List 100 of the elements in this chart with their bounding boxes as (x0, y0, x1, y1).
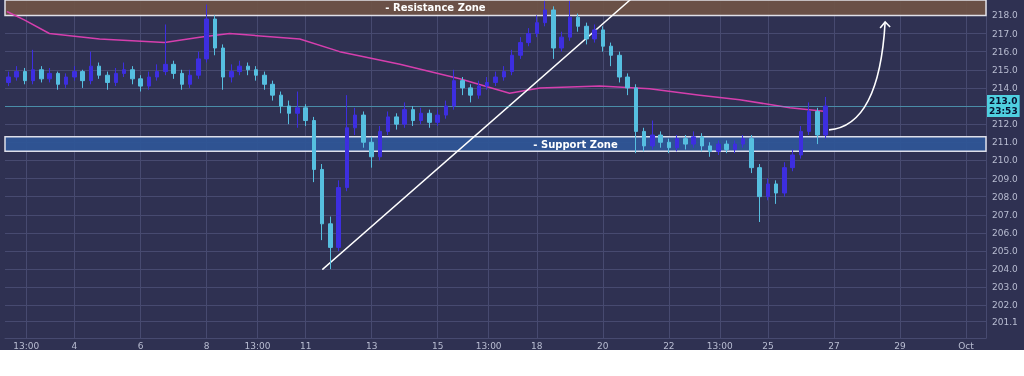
candlestick (807, 101, 811, 136)
x-tick-label: 13:00 (13, 340, 40, 351)
candlestick (609, 42, 613, 67)
candlestick (345, 94, 349, 192)
candlestick (460, 76, 465, 96)
candlestick (411, 105, 415, 127)
y-tick-label: 205.0 (992, 246, 1019, 257)
candlestick (188, 69, 192, 89)
candlestick (229, 63, 234, 83)
candlestick (237, 60, 242, 76)
candlestick (658, 130, 663, 149)
candlestick (733, 139, 737, 154)
candlestick (180, 69, 184, 91)
candlestick (56, 71, 60, 91)
candlestick (741, 134, 745, 149)
x-tick-label: 4 (71, 340, 78, 351)
candlestick (262, 71, 267, 91)
candlestick (485, 76, 489, 91)
candlestick (279, 91, 283, 114)
candlestick (799, 125, 803, 160)
candlestick (543, 0, 547, 27)
x-tick-label: 27 (828, 340, 840, 351)
candlestick (691, 130, 696, 149)
candlestick (163, 23, 168, 76)
candlestick (386, 110, 390, 136)
candlestick (246, 62, 250, 76)
candlestick (213, 14, 217, 56)
candlestick (64, 72, 68, 89)
candlestick (815, 107, 820, 145)
candlestick (683, 134, 688, 151)
candlestick (254, 65, 258, 82)
candlestick (774, 179, 778, 205)
candlestick (700, 132, 704, 152)
x-tick-label: 13 (365, 340, 378, 351)
x-tick-label: 18 (531, 340, 543, 351)
y-tick-label: 206.0 (992, 227, 1019, 238)
candlestick (204, 4, 209, 64)
candlestick (452, 69, 456, 111)
x-tick-label: 15 (431, 340, 444, 351)
candlestick (295, 91, 300, 129)
y-tick-label: 207.0 (992, 209, 1019, 220)
candlestick (155, 63, 159, 82)
candlestick (270, 80, 275, 102)
y-tick-label: 209.0 (992, 173, 1019, 184)
candlestick (526, 27, 531, 47)
candlestick (601, 25, 605, 53)
candlestick (584, 22, 589, 45)
x-tick-label: 13:00 (706, 340, 734, 351)
candlestick (444, 100, 448, 120)
candlestick (138, 74, 143, 93)
x-tick-label: 13:00 (244, 340, 271, 351)
candlestick (716, 139, 721, 156)
candlestick (634, 83, 638, 154)
candlestick (427, 109, 432, 129)
y-tick-label: 204.0 (992, 264, 1019, 275)
candlestick (196, 51, 201, 80)
candlestick (114, 67, 118, 87)
candlestick (89, 51, 93, 85)
candlestick (394, 112, 399, 131)
candlestick (303, 103, 308, 127)
candlestick (320, 163, 324, 241)
candlestick (766, 178, 770, 201)
candlestick (617, 51, 622, 83)
candlestick (80, 69, 85, 89)
band-label: - Resistance Zone (385, 2, 486, 14)
candlestick (378, 125, 382, 161)
y-tick-label: 202.0 (992, 300, 1019, 311)
candlestick (782, 161, 787, 198)
candlestick (147, 71, 151, 91)
y-tick-label: 201.1 (992, 316, 1018, 327)
x-tick-label: Oct (958, 340, 975, 351)
candlestick (221, 43, 225, 91)
candlestick (39, 65, 44, 83)
candlestick (435, 109, 440, 127)
y-tick-label: 211.0 (992, 137, 1019, 148)
y-tick-label: 215.0 (992, 64, 1019, 75)
x-tick-label: 22 (663, 340, 675, 351)
candlestick (477, 80, 481, 100)
candlestick (122, 62, 126, 78)
candlestick (105, 71, 110, 91)
candlestick (559, 31, 564, 53)
candlestick (47, 67, 52, 83)
candlestick (23, 67, 27, 85)
candlestick (724, 139, 729, 154)
candlestick (312, 116, 316, 183)
candlestick (502, 65, 506, 82)
candlestick (675, 134, 679, 152)
candlestick (568, 0, 572, 42)
candlestick (535, 14, 539, 38)
candlestick (72, 65, 77, 82)
y-tick-label: 214.0 (992, 82, 1019, 93)
candlestick (353, 107, 357, 136)
x-tick-label: 29 (894, 340, 907, 351)
y-tick-label: 218.0 (992, 10, 1019, 21)
x-tick-label: 6 (137, 340, 144, 351)
candlestick (790, 149, 795, 172)
x-tick-label: 11 (299, 340, 312, 351)
candlestick (642, 127, 646, 152)
candlestick (749, 134, 754, 174)
x-tick-label: 13:00 (475, 340, 502, 351)
